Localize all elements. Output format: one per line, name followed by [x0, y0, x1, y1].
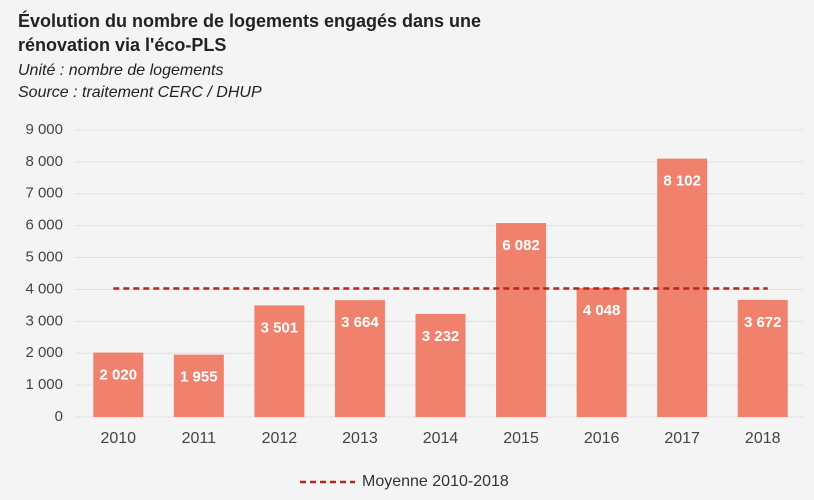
data-label: 1 955 [180, 369, 218, 386]
y-tick-label: 5 000 [25, 249, 63, 266]
bar [415, 313, 466, 417]
x-tick-label: 2017 [664, 430, 700, 447]
chart-title: rénovation via l'éco-PLS [18, 35, 226, 55]
y-tick-label: 0 [55, 408, 63, 425]
bar [173, 354, 224, 417]
x-tick-label: 2011 [182, 430, 217, 447]
chart-title: Évolution du nombre de logements engagés… [18, 10, 481, 31]
data-label: 8 102 [663, 173, 701, 190]
x-tick-label: 2012 [262, 430, 298, 447]
bar [93, 352, 144, 417]
y-tick-label: 1 000 [25, 376, 63, 393]
data-label: 4 048 [583, 302, 621, 319]
chart-subtitle: Unité : nombre de logements [18, 62, 223, 79]
legend-label: Moyenne 2010-2018 [362, 473, 509, 490]
data-label: 2 020 [100, 367, 138, 384]
y-tick-label: 2 000 [25, 344, 63, 361]
bar [334, 300, 385, 417]
y-tick-label: 8 000 [25, 153, 63, 170]
y-tick-label: 3 000 [25, 312, 63, 329]
data-label: 3 664 [341, 314, 379, 331]
x-tick-label: 2014 [423, 430, 459, 447]
x-tick-label: 2015 [503, 430, 539, 447]
data-label: 3 501 [261, 319, 299, 336]
x-tick-label: 2013 [342, 430, 378, 447]
bar [254, 305, 305, 417]
chart-subtitle: Source : traitement CERC / DHUP [18, 84, 262, 101]
y-tick-label: 6 000 [25, 217, 63, 234]
bar [496, 223, 547, 417]
x-tick-label: 2018 [745, 430, 781, 447]
y-tick-label: 4 000 [25, 280, 63, 297]
data-label: 3 232 [422, 328, 460, 345]
y-tick-label: 7 000 [25, 185, 63, 202]
x-tick-label: 2010 [100, 430, 136, 447]
bar [576, 287, 627, 417]
bar [737, 299, 788, 417]
data-label: 6 082 [502, 237, 540, 254]
x-tick-label: 2016 [584, 430, 620, 447]
y-tick-label: 9 000 [25, 121, 63, 138]
data-label: 3 672 [744, 314, 782, 331]
